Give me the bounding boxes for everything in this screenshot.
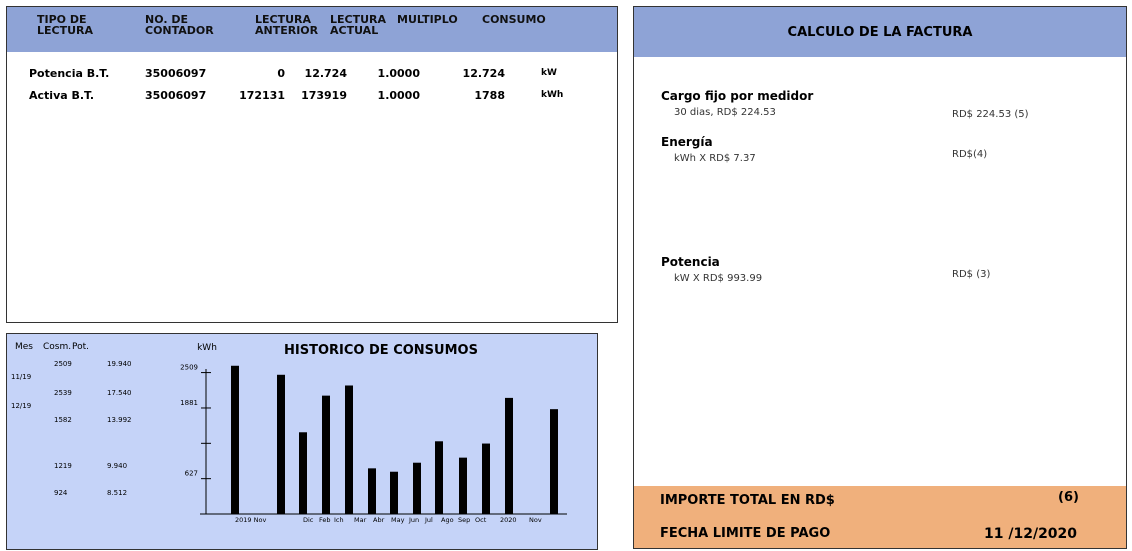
cell: 12.724	[462, 67, 505, 80]
bar	[482, 443, 490, 514]
factura-panel: CALCULO DE LA FACTURA Cargo fijo por med…	[633, 6, 1127, 549]
x-tick-label: Mar	[354, 516, 367, 524]
item-amount: RD$ (3)	[952, 269, 991, 280]
hist-month: 12/19	[11, 402, 32, 410]
unit: kWh	[541, 90, 564, 100]
item-label: Potencia	[661, 255, 720, 269]
cell: 35006097	[145, 89, 207, 102]
x-tick-label: Jun	[408, 516, 419, 524]
hist-month: 11/19	[11, 373, 32, 381]
hist-cell: 9.940	[107, 462, 128, 470]
x-tick-label: Nov	[529, 516, 542, 524]
y-tick-label: 627	[185, 470, 198, 478]
hist-cell: 1219	[54, 462, 72, 470]
y-axis-label: kWh	[197, 343, 217, 353]
column-header: LECTURA	[37, 24, 94, 37]
column-header: ACTUAL	[330, 24, 379, 37]
column-header: CONTADOR	[145, 24, 214, 37]
cell: 1.0000	[377, 89, 420, 102]
bar	[345, 385, 353, 514]
hist-header: Pot.	[72, 342, 90, 352]
column-header: LECTURA	[255, 13, 312, 26]
x-tick-label: Abr	[373, 516, 385, 524]
hist-cell: 1582	[54, 416, 72, 424]
hist-header: Mes	[15, 342, 33, 352]
column-header: ANTERIOR	[255, 24, 319, 37]
hist-cell: 2509	[54, 360, 72, 368]
cell: 173919	[301, 89, 347, 102]
factura-header	[634, 7, 1126, 57]
bar	[390, 471, 398, 514]
lecturas-panel: TIPO DE LECTURA NO. DE CONTADOR LECTURA ANTER…	[6, 6, 618, 323]
item-label: Energía	[661, 135, 713, 149]
cell: Activa B.T.	[29, 89, 95, 102]
cell: 1.0000	[377, 67, 420, 80]
column-header: TIPO DE	[37, 13, 87, 26]
column-header: NO. DE	[145, 13, 188, 26]
factura-title: CALCULO DE LA FACTURA	[787, 25, 973, 40]
bar	[368, 468, 376, 514]
lecturas-header	[7, 7, 617, 52]
x-tick-label: 2019 Nov	[235, 516, 266, 524]
factura-footer	[634, 486, 1126, 548]
x-tick-label: May	[391, 516, 405, 524]
item-label: Cargo fijo por medidor	[661, 89, 814, 103]
fecha-label: FECHA LIMITE DE PAGO	[660, 526, 831, 541]
chart: HISTORICO DE CONSUMOS kWh 627 1881 2509 201…	[180, 343, 567, 524]
x-tick-label: Oct	[475, 516, 487, 524]
cell: Potencia B.T.	[29, 67, 110, 80]
hist-cell: 13.992	[107, 416, 132, 424]
bar	[505, 397, 513, 514]
hist-header: Cosm.	[43, 342, 72, 352]
total-label: IMPORTE TOTAL EN RD$	[660, 493, 835, 508]
cell: 0	[277, 67, 285, 80]
column-header: LECTURA	[330, 13, 387, 26]
hist-cell: 8.512	[107, 489, 128, 497]
item-amount: RD$(4)	[952, 149, 988, 160]
item-detail: kW X RD$ 993.99	[674, 273, 763, 284]
y-tick-label: 2509	[180, 364, 198, 372]
bar	[277, 374, 285, 514]
item-detail: 30 dias, RD$ 224.53	[674, 107, 776, 118]
y-tick-label: 1881	[180, 399, 198, 407]
item-detail: kWh X RD$ 7.37	[674, 153, 756, 164]
cell: 1788	[474, 89, 505, 102]
x-tick-label: Sep	[458, 516, 470, 524]
x-tick-label: Feb	[319, 516, 331, 524]
unit: kW	[541, 68, 557, 78]
x-tick-label: Ich	[334, 516, 344, 524]
bar	[413, 462, 421, 514]
bar	[435, 441, 443, 514]
bar	[459, 457, 467, 514]
bar	[550, 409, 558, 514]
x-tick-label: Dic	[303, 516, 314, 524]
hist-cell: 924	[54, 489, 68, 497]
x-tick-label: 2020	[500, 516, 517, 524]
x-tick-label: Jul	[424, 516, 433, 524]
bar	[231, 365, 239, 514]
cell: 172131	[239, 89, 285, 102]
bar	[299, 432, 307, 514]
hist-cell: 19.940	[107, 360, 132, 368]
historico-panel: Mes Cosm. Pot. 11/19 12/19 2509 19.940 2539 17.5…	[6, 333, 598, 550]
hist-cell: 17.540	[107, 389, 132, 397]
chart-title: HISTORICO DE CONSUMOS	[284, 343, 478, 358]
hist-cell: 2539	[54, 389, 72, 397]
x-tick-label: Ago	[441, 516, 454, 524]
total-value: (6)	[1058, 490, 1079, 505]
cell: 35006097	[145, 67, 207, 80]
column-header: CONSUMO	[482, 13, 546, 26]
cell: 12.724	[304, 67, 347, 80]
column-header: MULTIPLO	[397, 13, 458, 26]
fecha-value: 11 /12/2020	[984, 526, 1078, 542]
item-amount: RD$ 224.53 (5)	[952, 109, 1029, 120]
bar	[322, 395, 330, 514]
